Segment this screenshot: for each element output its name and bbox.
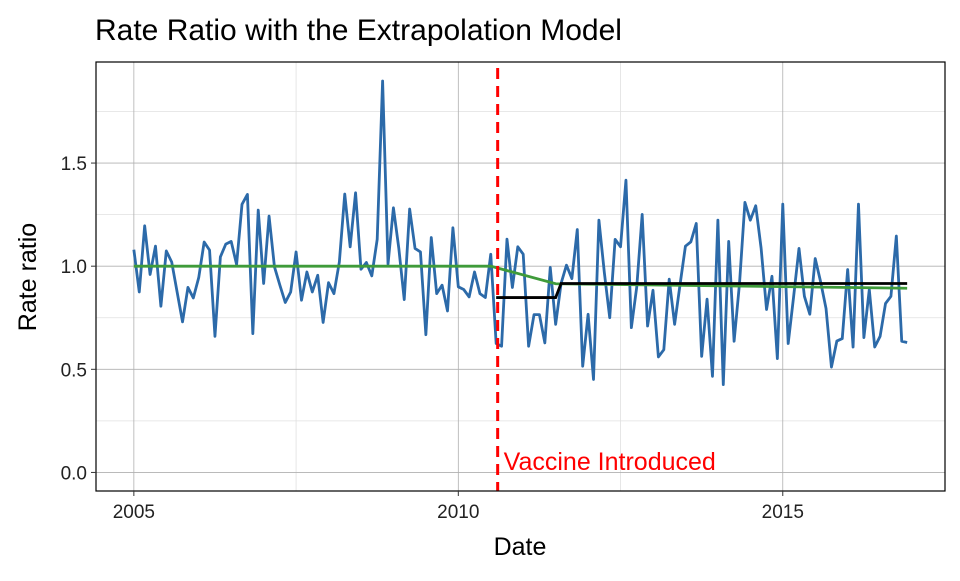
x-axis-label: Date <box>494 533 547 561</box>
y-tick-label: 1.0 <box>61 257 87 278</box>
plot-lines <box>134 81 907 385</box>
annotation-vaccine-introduced: Vaccine Introduced <box>504 448 716 476</box>
y-tick-label: 0.0 <box>61 463 87 484</box>
observed-rate-ratio-line <box>134 81 907 385</box>
y-tick-label: 0.5 <box>61 360 87 381</box>
plot-panel-border <box>96 62 945 491</box>
y-tick-label: 1.5 <box>61 154 87 175</box>
y-axis-label: Rate ratio <box>14 223 42 331</box>
chart-title: Rate Ratio with the Extrapolation Model <box>95 14 622 47</box>
x-tick-label: 2005 <box>113 502 155 523</box>
x-tick-label: 2015 <box>762 502 804 523</box>
x-tick-label: 2010 <box>437 502 479 523</box>
grid <box>96 62 945 491</box>
